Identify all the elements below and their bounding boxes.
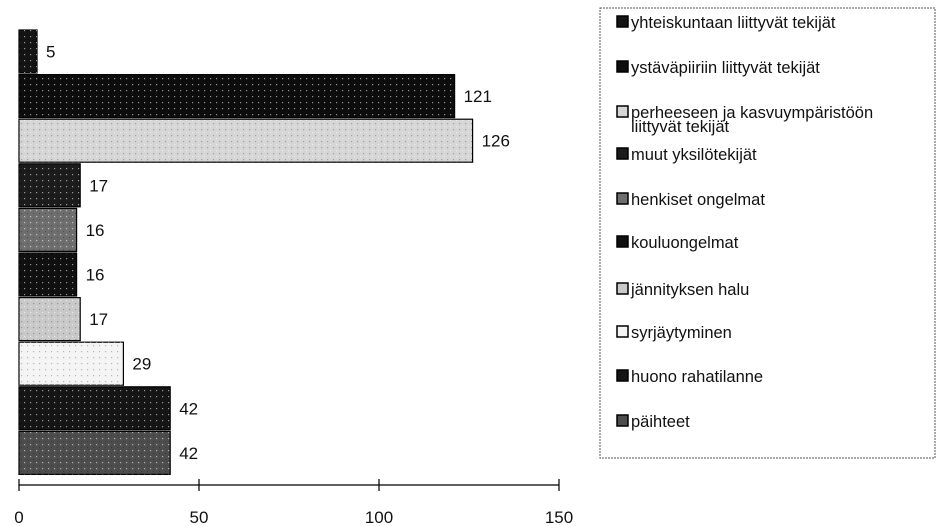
bar-texture-6 [19,253,77,296]
legend: yhteiskuntaan liittyvät tekijät ystäväpii… [599,7,936,459]
legend-entry-text: ystäväpiiriin liittyvät tekijät [631,59,820,77]
x-tick-label: 0 [14,508,23,526]
legend-entry-text: syrjäytyminen [631,324,732,342]
legend-entry-text: päihteet [631,413,690,431]
x-tick-label: 150 [545,508,573,526]
legend-swatch [616,282,629,295]
x-tick-label: 100 [365,508,393,526]
legend-swatch [616,60,629,73]
bar-value-label: 29 [132,355,151,374]
legend-entry-text: liittyvät tekijät [631,118,730,136]
bar-value-label: 42 [179,444,198,463]
legend-entry-text: huono rahatilanne [631,368,763,386]
bar-value-label: 16 [86,266,105,285]
legend-entry-text: perheeseen ja kasvuympäristöön [631,104,873,122]
legend-swatch [616,414,629,427]
bar-value-label: 121 [464,87,492,106]
legend-entry-text: muut yksilötekijät [631,146,757,164]
bar-value-label: 17 [89,176,108,195]
legend-entry-text: yhteiskuntaan liittyvät tekijät [631,14,836,32]
legend-entry-text: kouluongelmat [631,234,739,252]
bar-value-labels: 5 121 126 17 16 16 17 29 42 42 [46,43,510,463]
x-axis: 0 50 100 150 [14,479,573,526]
bar-value-label: 16 [86,221,105,240]
bar-value-label: 42 [179,399,198,418]
legend-swatch [616,15,629,28]
legend-entry-text: jännityksen halu [630,281,749,299]
legend-swatch [616,369,629,382]
bar-value-label: 126 [482,132,510,151]
legend-entry-text: henkiset ongelmat [631,191,765,209]
bar-texture-1 [19,30,37,73]
bar-texture-7 [19,297,81,341]
bar-texture-10 [19,431,171,475]
legend-swatch [616,147,629,160]
bars [18,29,474,475]
legend-swatch [616,235,629,248]
bar-value-label: 17 [89,310,108,329]
legend-box [599,7,936,459]
legend-swatch [616,325,629,338]
bar-texture-9 [19,386,171,430]
bar-texture-4 [19,163,81,207]
x-tick-label: 50 [190,508,209,526]
legend-swatch [616,192,629,205]
bar-texture-8 [19,342,124,386]
bar-value-label: 5 [46,43,55,62]
bar-texture-2 [19,74,455,118]
legend-swatch [616,105,629,118]
bar-texture-3 [19,119,473,163]
bar-texture-5 [19,208,77,252]
